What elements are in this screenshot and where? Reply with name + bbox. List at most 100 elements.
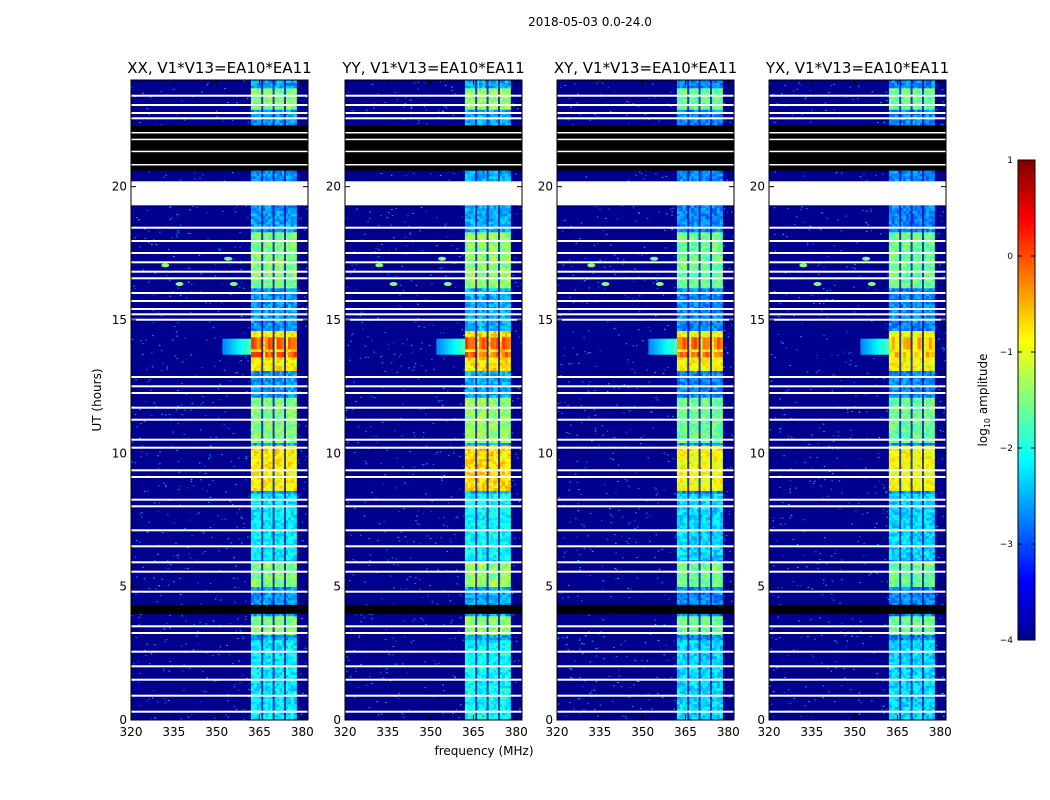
rfi-cell [282,501,286,505]
rfi-cell [262,85,266,89]
rfi-cell [279,477,283,481]
rfi-cell [276,426,280,430]
rfi-cell [282,696,286,699]
rfi-cell [265,413,269,417]
rfi-cell [259,530,263,534]
rfi-hotspot [279,337,283,350]
rfi-cell [282,618,286,622]
rfi-cell [285,170,289,174]
rfi-cell [268,98,272,102]
rfi-cell [282,629,286,633]
rfi-cell [265,514,269,518]
rfi-cell [262,370,266,374]
rfi-cell [290,645,295,649]
noise-pixel [207,238,209,240]
noise-pixel [168,699,170,701]
rfi-cell [285,178,289,182]
rfi-cell [282,477,286,481]
rfi-cell [279,685,283,689]
rfi-cell [256,602,260,606]
rfi-cell [265,658,269,662]
rfi-hotspot [293,352,297,358]
noise-pixel [142,269,145,271]
rfi-cell [259,440,263,443]
noise-pixel [232,172,234,174]
noise-pixel [187,281,190,283]
noise-pixel [192,205,194,207]
noise-pixel [247,217,249,219]
rfi-cell [253,536,257,539]
rfi-cell [285,98,289,102]
rfi-cell [268,506,272,510]
rfi-cell [288,229,292,233]
rfi-cell [253,213,257,217]
rfi-cell [293,370,297,374]
rfi-cell [282,482,286,486]
rfi-cell [270,450,275,454]
rfi-cell [262,296,266,299]
rfi-cell [270,509,275,513]
rfi-cell [250,370,255,374]
rfi-cell [293,485,297,489]
rfi-cell [270,541,275,545]
noise-pixel [237,689,240,691]
rfi-cell [290,674,295,678]
rfi-cell [256,218,260,222]
rfi-cell [290,629,295,633]
rfi-cell [253,685,257,689]
rfi-spread [236,338,240,355]
rfi-cell [276,216,280,219]
rfi-cell [285,522,289,526]
flagged-white-line [131,469,308,472]
rfi-cell [285,530,289,534]
rfi-cell [293,488,297,491]
rfi-cell [256,274,260,278]
rfi-cell [290,357,295,361]
rfi-cell [262,496,266,499]
rfi-cell [279,618,283,622]
noise-pixel [158,585,161,587]
rfi-cell [290,205,295,209]
rfi-cell [270,618,275,622]
rfi-cell [259,472,263,475]
rfi-cell [253,106,257,110]
rfi-cell [285,296,289,299]
rfi-cell [285,330,289,334]
rfi-cell [282,360,286,363]
rfi-cell [268,645,272,649]
rfi-cell [265,85,269,89]
rfi-cell [259,512,263,515]
rfi-cell [273,365,277,369]
noise-pixel [167,584,170,586]
rfi-spread [225,338,229,355]
rfi-cell [250,640,255,643]
rfi-cell [285,176,289,179]
rfi-cell [265,208,269,211]
rfi-cell [256,368,260,371]
rfi-cell [259,426,263,430]
rfi-cell [259,293,263,297]
rfi-cell [293,210,297,214]
rfi-cell [253,717,257,720]
rfi-cell [262,541,266,545]
rfi-cell [265,701,269,705]
rfi-cell [270,85,275,89]
rfi-cell [268,400,272,403]
rfi-cell [268,120,272,123]
noise-pixel [227,716,229,718]
rfi-cell [250,234,255,238]
rfi-cell [276,698,280,702]
noise-pixel [227,102,229,103]
rfi-cell [290,368,295,371]
rfi-cell [285,210,289,214]
flagged-white-line [131,138,308,141]
rfi-cell [250,482,255,486]
rfi-cell [259,258,263,262]
rfi-cell [282,368,286,371]
rfi-cell [288,464,292,467]
rfi-cell [276,616,280,619]
rfi-cell [293,506,297,510]
rfi-cell [276,530,280,534]
rfi-cell [293,456,297,459]
noise-pixel [148,230,150,232]
